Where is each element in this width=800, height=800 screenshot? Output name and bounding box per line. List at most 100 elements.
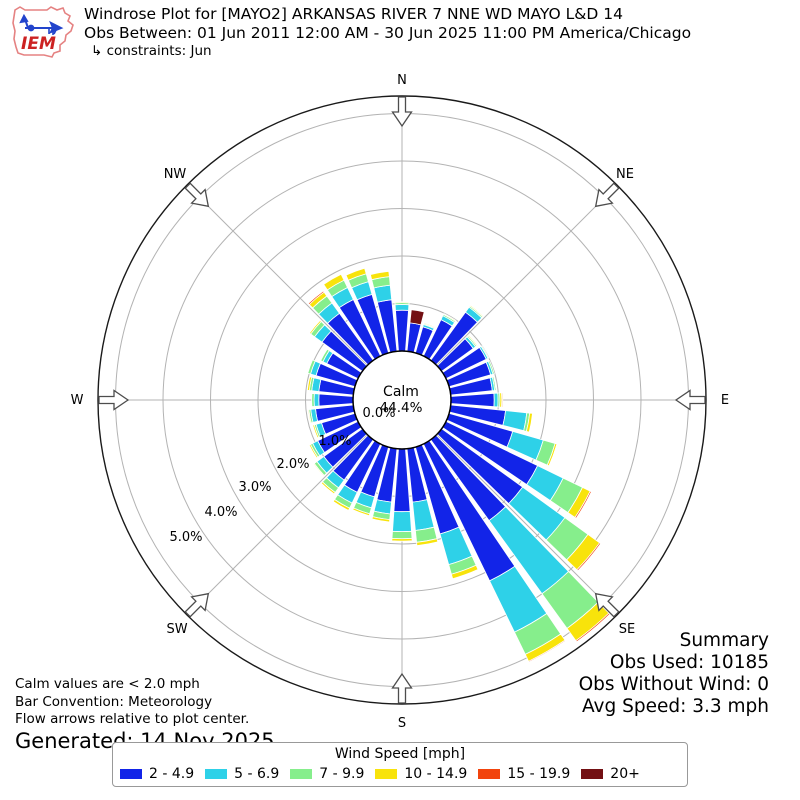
legend-title: Wind Speed [mph]: [334, 746, 466, 762]
legend-item-4: 15 - 19.9: [478, 766, 570, 782]
legend-swatch-icon: [120, 769, 142, 779]
windrose-segment: [525, 412, 533, 433]
legend-swatch-icon: [478, 769, 501, 779]
windrose-segment: [312, 424, 320, 439]
windrose-segment: [487, 360, 495, 375]
windrose-segment: [501, 392, 504, 408]
windrose-segment: [394, 301, 410, 304]
windrose-segment: [493, 392, 499, 408]
legend-row: 2 - 4.9 5 - 6.9 7 - 9.9 10 - 14.9 15 - 19.9 2…: [113, 766, 687, 782]
windrose-segment: [450, 564, 479, 580]
grid-ring: [257, 255, 547, 545]
compass-label-nw: NW: [164, 167, 187, 182]
compass-label-se: SE: [619, 622, 635, 637]
flow-arrow-icon: [391, 96, 413, 128]
weathervane-icon: [19, 13, 64, 35]
windrose-segment: [493, 376, 498, 391]
windrose-segment: [311, 393, 315, 407]
calm-value: 44.4%: [380, 400, 423, 416]
windrose-segment: [307, 409, 312, 424]
windrose-segment: [352, 507, 371, 517]
windrose-segment: [575, 612, 611, 643]
summary-avg-speed: Avg Speed: 3.3 mph: [581, 696, 769, 717]
grid-spoke: [186, 434, 368, 616]
windrose-segment: [480, 345, 490, 359]
iem-logo: IEM: [12, 6, 74, 58]
footnote-convention: Bar Convention: Meteorology: [15, 693, 213, 710]
windrose-segment: [345, 267, 367, 281]
windrose-segment: [308, 443, 319, 459]
flow-arrow-icon: [184, 182, 210, 208]
windrose-segment: [307, 359, 316, 375]
windrose-bars: [306, 267, 611, 663]
legend-label: 2 - 4.9: [149, 766, 195, 782]
grid-ring: [210, 208, 594, 592]
ring-label-0: 0.0%: [362, 406, 395, 421]
legend-label: 15 - 19.9: [507, 766, 571, 782]
page-subtitle: Obs Between: 01 Jun 2011 12:00 AM - 30 J…: [84, 24, 692, 42]
constraints-note: ↳ constraints: Jun: [91, 43, 212, 59]
summary-obs-without-wind: Obs Without Wind: 0: [578, 674, 769, 695]
flow-arrow-icon: [594, 592, 620, 618]
footnote-arrows: Flow arrows relative to plot center.: [15, 711, 250, 727]
windrose-segment: [323, 273, 345, 291]
windrose-segment: [392, 510, 412, 533]
windrose-segment: [469, 304, 484, 318]
windrose-segment: [574, 490, 592, 519]
windrose-segment: [394, 304, 410, 311]
legend-label: 10 - 14.9: [404, 766, 468, 782]
plot-boundary: [97, 95, 707, 705]
ring-label-3: 3.0%: [238, 480, 271, 495]
grid-ring: [162, 160, 642, 640]
summary-title: Summary: [679, 630, 769, 651]
windrose-segment: [313, 393, 320, 407]
legend-box: Wind Speed [mph] 2 - 4.9 5 - 6.9 7 - 9.9 10…: [112, 742, 688, 787]
grid-spoke: [186, 184, 368, 366]
windrose-segment: [320, 481, 336, 495]
compass-label-sw: SW: [166, 622, 187, 637]
windrose-segment: [442, 313, 457, 322]
compass-label-w: W: [71, 393, 84, 408]
legend-swatch-icon: [205, 769, 228, 779]
page-title: Windrose Plot for [MAYO2] ARKANSAS RIVER…: [84, 5, 623, 23]
windrose-segment: [412, 499, 435, 531]
flow-arrows: [98, 96, 706, 704]
legend-label: 7 - 9.9: [319, 766, 365, 782]
ring-label-2: 2.0%: [276, 457, 309, 472]
windrose-segment: [502, 410, 528, 432]
summary-block: Summary Obs Used: 10185 Obs Without Wind…: [579, 630, 769, 718]
windrose-segment: [391, 537, 413, 542]
legend-label: 5 - 6.9: [234, 766, 280, 782]
iowa-outline-icon: [12, 6, 74, 58]
calm-circle: [352, 350, 452, 450]
compass-label-s: S: [398, 716, 406, 731]
windrose-segment: [391, 530, 413, 540]
windrose-segment: [332, 498, 351, 511]
legend-label: 20+: [610, 766, 640, 782]
flow-arrow-icon: [98, 389, 130, 411]
flow-arrow-icon: [674, 389, 706, 411]
flow-arrow-icon: [391, 672, 413, 704]
windrose-segment: [306, 376, 313, 391]
legend-item-1: 5 - 6.9: [205, 766, 279, 782]
ring-label-4: 4.0%: [204, 505, 237, 520]
ring-label-1: 1.0%: [318, 434, 351, 449]
iem-logo-text: IEM: [21, 34, 56, 54]
grid-spoke: [436, 434, 618, 616]
calm-label: Calm: [383, 384, 419, 400]
compass-label-n: N: [397, 73, 407, 88]
windrose-segment: [369, 270, 390, 281]
windrose-segment: [423, 322, 436, 329]
windrose-segment: [318, 393, 354, 407]
summary-obs-used: Obs Used: 10185: [609, 652, 769, 673]
flow-arrow-icon: [594, 182, 620, 208]
footnote-calm: Calm values are < 2.0 mph: [15, 676, 200, 692]
grid-spoke: [436, 184, 618, 366]
compass-label-ne: NE: [616, 167, 634, 182]
windrose-segment: [467, 334, 479, 347]
windrose-segment: [320, 348, 330, 363]
legend-swatch-icon: [290, 769, 313, 779]
legend-item-5: 20+: [581, 766, 640, 782]
windrose-segment: [576, 542, 602, 572]
